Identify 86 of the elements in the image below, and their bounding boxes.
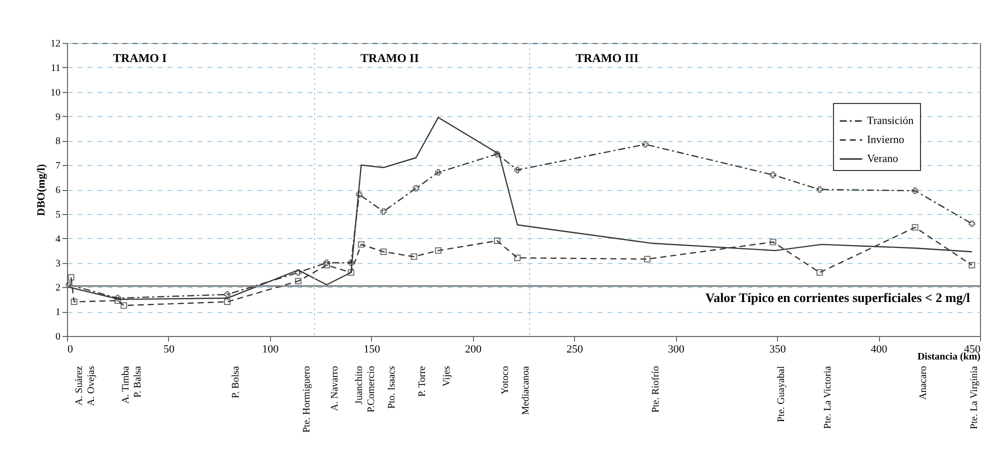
y-tick-label: 5 [56,209,60,220]
text: Juanchito [354,366,366,404]
text: A. Navarro [330,366,341,411]
y-tick-label: 2 [56,282,60,294]
text: Pte. La Virginia [969,365,980,430]
point [968,262,976,268]
x-tick-label: 100 [262,344,280,356]
text: A. Timba [120,365,132,404]
text: Vijes [441,366,452,387]
x-tick-label: 350 [769,344,786,356]
point [494,238,500,244]
y-tick-label: 3 [56,258,60,270]
point [912,187,918,194]
point [356,191,362,198]
y-tick-label: 1 [56,307,60,318]
point [380,248,387,255]
point [644,256,650,262]
point [435,169,442,176]
legend-label: Transición [867,115,914,127]
point [514,166,521,174]
point [348,269,354,276]
text: Yotoco [500,366,512,394]
point [770,172,776,178]
text: A. Ovejas [86,366,98,406]
y-tick-label: 9 [56,112,60,123]
text: Pte. La Victoria [822,365,834,429]
point [410,253,418,260]
x-tick-label: 0 [68,344,74,356]
x-tick-label: 50 [163,344,175,356]
y-tick-label: 8 [56,136,60,148]
legend-label: Verano [867,153,899,165]
y-tick-label: 4 [56,234,60,245]
point [358,241,364,248]
point [435,247,442,254]
text: P. Bolsa [230,365,242,398]
point [120,302,128,309]
y-tick-label: 10 [50,87,60,98]
x-tick-label: 300 [668,344,685,356]
annotation: TRAMO I [113,51,167,65]
y-tick-label: 7 [56,160,60,172]
point [816,186,823,193]
text: Pte. Riofrío [650,366,662,413]
text: Pte. Hormiguero [301,366,312,433]
point [348,260,354,266]
point [514,254,521,262]
point [816,269,823,276]
point [114,294,121,302]
text: A. Suárez [74,365,86,406]
text: Anacaro [918,366,930,400]
legend-label: Invierno [867,134,905,146]
point [295,269,302,276]
point [912,224,918,231]
y-tick-label: 6 [56,185,60,196]
point [114,297,121,304]
point [323,262,330,268]
y-tick-label: 11 [50,62,60,74]
ref-line-label: Valor Típico en corrientes superficiales < 2 mg/l [705,290,970,305]
x-axis-title: Distancia (km) [917,352,980,362]
y-axis-title: DBO(mg/l) [36,164,48,216]
point [70,298,78,306]
point [494,150,500,158]
y-tick-label: 12 [50,38,60,50]
x-tick-label: 150 [364,344,381,356]
point [66,281,72,288]
text: Pte. Guayabal [776,366,788,422]
text: Pto. Isaacs [386,366,398,409]
point [323,260,330,266]
text: P. Torre [416,365,428,397]
annotation: TRAMO III [576,51,639,65]
point [770,238,776,246]
point [642,141,648,148]
point [295,278,302,284]
text: Mediacanoa [520,365,532,415]
x-tick-label: 200 [465,344,482,356]
text: P. Balsa [132,365,144,398]
point [968,220,976,227]
x-tick-label: 400 [870,344,888,356]
point [224,291,231,298]
x-tick-label: 250 [566,344,584,356]
y-tick-label: 0 [56,332,60,342]
point [412,185,420,192]
annotation: TRAMO II [360,51,420,65]
point [224,298,231,306]
point [68,274,74,281]
text: P.Comercio [366,366,378,412]
point [380,208,387,215]
